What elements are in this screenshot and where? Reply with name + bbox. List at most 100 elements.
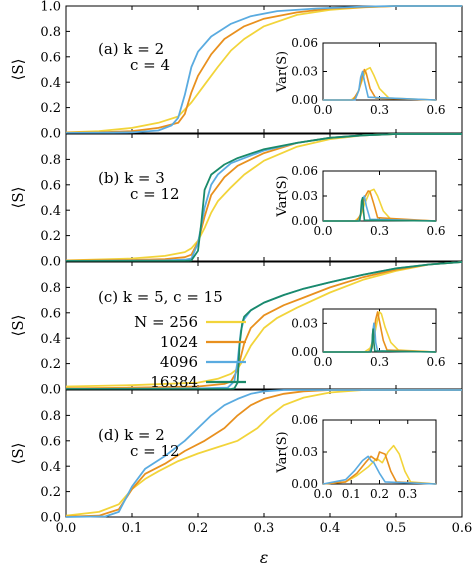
- panel-0-inset-xtick-label: 0.6: [426, 103, 445, 117]
- panel-2-inset-series-256: [323, 311, 437, 353]
- panel-1-inset-ylabel: Var(S): [275, 175, 290, 217]
- panel-1-annotation: (b) k = 3: [98, 169, 165, 187]
- panel-3-inset-series-4096: [322, 455, 437, 485]
- panel-0-inset: 0.00 0.03 0.06 0.0 0.3 0.6 Var(S): [275, 36, 446, 117]
- panel-3-xtick-label: 0.2: [188, 521, 209, 536]
- panel-2-inset-xtick-label: 0.0: [313, 355, 332, 369]
- panel-3-xtick-label: 0.1: [122, 521, 143, 536]
- panel-0-inset-frame: [322, 42, 437, 101]
- panel-3-inset-xtick-label: 0.2: [370, 487, 389, 501]
- panel-2-inset-xtick-label: 0.6: [426, 355, 445, 369]
- panels-group: 0.00.20.40.60.81.0⟨S⟩(a) k = 2c = 40.000…: [9, 0, 472, 536]
- panel-2-series-16384: [66, 261, 463, 390]
- panel-3-inset-series-1024: [322, 451, 437, 485]
- panel-3-ytick-label: 0.4: [40, 460, 61, 475]
- panel-1-inset-frame: [322, 170, 437, 222]
- panel-0-ytick-label: 0.6: [40, 50, 61, 65]
- panel-3-xtick-label: 0.3: [254, 521, 275, 536]
- legend-entry-label-0: N = 256: [134, 313, 198, 331]
- panel-2-inset-frame: [322, 308, 437, 353]
- panel-2-inset: 0.00 0.03 0.0 0.3 0.6: [291, 308, 446, 369]
- panel-0-inset-ytick-label: 0.06: [291, 36, 318, 50]
- panel-2-ytick-label: 0.0: [40, 383, 61, 398]
- panel-1-series-16384: [66, 133, 462, 262]
- panel-1-inset: 0.00 0.03 0.06 0.0 0.3 0.6 Var(S): [275, 164, 446, 238]
- panel-0-inset-series-1024: [323, 68, 437, 101]
- panel-1-ytick-label: 0.8: [40, 153, 61, 168]
- panel-0-inset-xtick-label: 0.3: [370, 103, 389, 117]
- panel-3-ytick-label: 0.8: [40, 409, 61, 424]
- panel-3-inset: 0.00 0.03 0.06 0.0 0.1 0.2 0.3 Var(S): [275, 413, 437, 501]
- panel-0-series-4096: [65, 5, 462, 134]
- panel-0-series-1024: [65, 5, 462, 134]
- panel-0-ylabel: ⟨S⟩: [9, 59, 27, 81]
- panel-3-xtick-label: 0.6: [452, 521, 473, 536]
- panel-0-inset-series-4096: [323, 70, 437, 101]
- panel-0-inset-ytick-label: 0.00: [291, 93, 318, 107]
- panel-2-ytick-label: 0.4: [40, 332, 61, 347]
- legend-entry-label-3: 16384: [150, 373, 198, 391]
- panel-0-inset-ytick-label: 0.03: [291, 65, 318, 79]
- panel-0-ytick-label: 0.0: [40, 127, 61, 142]
- panel-0-ytick-label: 0.4: [40, 76, 61, 91]
- panel-3: 0.0 0.2 0.4 0.6 0.8 0.0 0.1 0.2 0.3 0.4 0.5 0.6 ⟨S⟩ (…: [9, 389, 473, 536]
- panel-3-inset-xtick-label: 0.0: [313, 487, 332, 501]
- panel-3-inset-series-256: [322, 444, 437, 485]
- panel-3-ytick-label: 0.2: [40, 485, 61, 500]
- panel-1-ytick-label: 0.0: [40, 255, 61, 270]
- panel-2: 0.00.20.40.60.8⟨S⟩(c) k = 5, c = 150.000…: [9, 261, 463, 398]
- panel-0-inset-ylabel: Var(S): [275, 51, 290, 93]
- panel-2-series-1024: [65, 261, 463, 390]
- panel-3-series-4096: [65, 389, 462, 518]
- panel-2-inset-ytick-label: 0.00: [291, 345, 318, 359]
- legend: N = 256 1024 4096 16384: [134, 313, 246, 391]
- panel-2-ytick-label: 0.2: [40, 357, 61, 372]
- panel-1-inset-ytick-label: 0.00: [291, 214, 318, 228]
- panel-2-ytick-label: 0.6: [40, 306, 61, 321]
- panel-1-inset-xtick-label: 0.0: [313, 224, 332, 238]
- panel-2-inset-ytick-label: 0.03: [291, 317, 318, 331]
- panel-1-inset-xtick-label: 0.6: [426, 224, 445, 238]
- panel-1-inset-xtick-label: 0.3: [370, 224, 389, 238]
- panel-1-inset-ytick-label: 0.06: [291, 164, 318, 178]
- panel-0-ytick-label: 0.2: [40, 101, 61, 116]
- x-axis-label: ε: [260, 548, 269, 567]
- panel-3-annotation: c = 12: [130, 442, 180, 460]
- panel-3-ytick-label: 0.6: [40, 434, 61, 449]
- panel-2-series-256: [65, 261, 463, 388]
- panel-0-annotation: c = 4: [130, 56, 170, 74]
- panel-1-ytick-label: 0.6: [40, 178, 61, 193]
- panel-3-annotation: (d) k = 2: [98, 426, 165, 444]
- panel-3-inset-xtick-label: 0.1: [342, 487, 361, 501]
- panel-3-ytick-label: 0.0: [40, 511, 61, 526]
- panel-0: 0.00.20.40.60.81.0⟨S⟩(a) k = 2c = 40.000…: [9, 0, 463, 142]
- panel-3-xtick-label: 0.4: [320, 521, 341, 536]
- panel-2-inset-xtick-label: 0.3: [370, 355, 389, 369]
- panel-3-inset-ytick-label: 0.06: [291, 413, 318, 427]
- panel-1-ytick-label: 0.2: [40, 229, 61, 244]
- panel-1-inset-series-16384: [323, 196, 437, 222]
- panel-0-ytick-label: 0.8: [40, 25, 61, 40]
- panel-1-ytick-label: 0.4: [40, 204, 61, 219]
- panel-1-inset-series-1024: [323, 190, 437, 222]
- panel-3-xtick-label: 0.5: [386, 521, 407, 536]
- legend-entry-label-2: 4096: [160, 353, 198, 371]
- panel-0-ytick-label: 1.0: [40, 0, 61, 15]
- panel-1-ylabel: ⟨S⟩: [9, 187, 27, 209]
- panel-0-inset-xtick-label: 0.0: [313, 103, 332, 117]
- legend-entry-label-1: 1024: [160, 333, 198, 351]
- panel-3-inset-ytick-label: 0.00: [291, 477, 318, 491]
- panel-2-ylabel: ⟨S⟩: [9, 315, 27, 337]
- panel-2-ytick-label: 0.8: [40, 281, 61, 296]
- panel-1-annotation: c = 12: [130, 185, 180, 203]
- panel-3-inset-xtick-label: 0.3: [398, 487, 417, 501]
- panel-3-ylabel: ⟨S⟩: [9, 443, 27, 465]
- panel-2-inset-series-16384: [323, 328, 437, 353]
- panel-3-inset-ylabel: Var(S): [275, 431, 290, 473]
- panel-1-inset-ytick-label: 0.03: [291, 189, 318, 203]
- panel-0-annotation: (a) k = 2: [98, 40, 164, 58]
- panel-1: 0.00.20.40.60.8⟨S⟩(b) k = 3c = 120.000.0…: [9, 133, 463, 270]
- panel-2-annotation: (c) k = 5, c = 15: [98, 288, 223, 306]
- panel-3-inset-ytick-label: 0.03: [291, 445, 318, 459]
